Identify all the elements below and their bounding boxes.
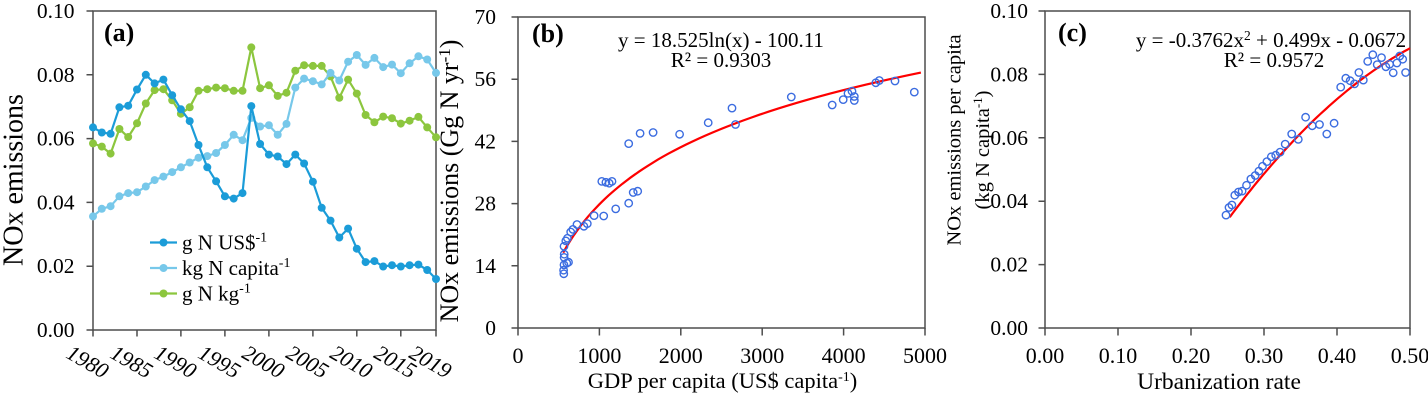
svg-text:4000: 4000 [822, 343, 866, 368]
svg-text:g N US$-1: g N US$-1 [182, 231, 267, 255]
svg-text:1000: 1000 [577, 343, 621, 368]
svg-text:0.06: 0.06 [990, 126, 1028, 150]
svg-text:0.02: 0.02 [990, 253, 1028, 277]
svg-text:Urbanization rate: Urbanization rate [1137, 369, 1301, 395]
svg-text:0.08: 0.08 [990, 62, 1028, 86]
svg-text:(c): (c) [1058, 18, 1087, 47]
svg-text:0.20: 0.20 [1172, 343, 1211, 368]
svg-text:y = -0.3762x2 + 0.499x - 0.067: y = -0.3762x2 + 0.499x - 0.0672 [1136, 28, 1406, 52]
svg-text:(b): (b) [532, 19, 564, 48]
svg-text:42: 42 [475, 129, 497, 153]
svg-text:0.10: 0.10 [990, 0, 1028, 23]
svg-text:0.10: 0.10 [37, 0, 75, 23]
svg-text:NOx emissions (Gg N yr-1): NOx emissions (Gg N yr-1) [435, 40, 464, 323]
svg-text:3000: 3000 [740, 343, 784, 368]
svg-text:14: 14 [475, 254, 497, 278]
svg-text:0.00: 0.00 [37, 318, 75, 342]
svg-text:0.04: 0.04 [37, 190, 75, 214]
svg-text:28: 28 [475, 192, 497, 216]
svg-text:0.00: 0.00 [1026, 343, 1065, 368]
svg-text:70: 70 [475, 5, 497, 29]
svg-text:0: 0 [485, 316, 496, 340]
svg-text:0.08: 0.08 [37, 63, 75, 87]
svg-text:0.10: 0.10 [1099, 343, 1138, 368]
svg-text:0.30: 0.30 [1245, 343, 1284, 368]
svg-text:0.00: 0.00 [990, 316, 1028, 340]
svg-text:0.06: 0.06 [37, 127, 75, 151]
svg-text:5000: 5000 [903, 343, 947, 368]
svg-text:NOx emissions per capita: NOx emissions per capita [944, 34, 966, 245]
svg-text:0.40: 0.40 [1318, 343, 1357, 368]
svg-text:GDP per capita (US$ capita-1): GDP per capita (US$ capita-1) [588, 368, 858, 393]
svg-text:R² = 0.9303: R² = 0.9303 [671, 48, 771, 72]
svg-text:kg N capita-1: kg N capita-1 [182, 256, 290, 280]
svg-text:0.50: 0.50 [1391, 343, 1428, 368]
svg-text:56: 56 [475, 67, 497, 91]
svg-text:0: 0 [513, 343, 524, 368]
svg-text:NOx emissions: NOx emissions [0, 94, 30, 266]
svg-text:R² = 0.9572: R² = 0.9572 [1224, 48, 1324, 72]
svg-text:0.02: 0.02 [37, 254, 75, 278]
svg-text:y = 18.525ln(x) - 100.11: y = 18.525ln(x) - 100.11 [618, 28, 824, 52]
svg-text:0.04: 0.04 [990, 189, 1028, 213]
svg-text:(kg N capita-1): (kg N capita-1) [970, 91, 994, 210]
svg-text:(a): (a) [104, 18, 134, 47]
svg-text:2000: 2000 [659, 343, 703, 368]
